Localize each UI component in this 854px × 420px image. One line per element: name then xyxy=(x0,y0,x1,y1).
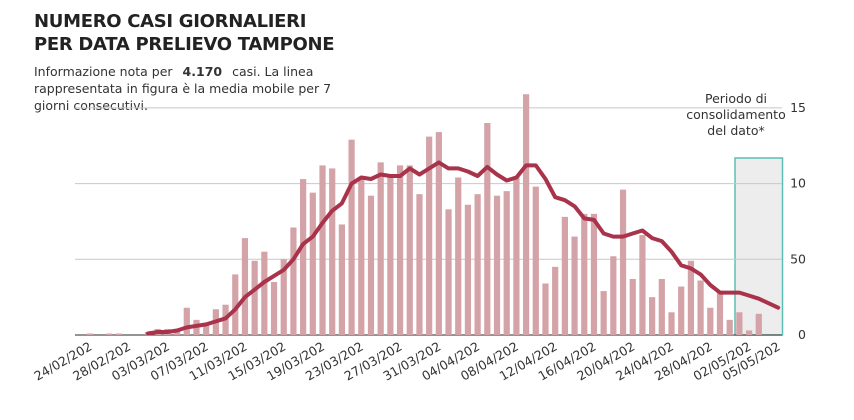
subtitle-text: casi. La linea rappresentata in figura è… xyxy=(34,64,332,113)
bar xyxy=(552,266,559,335)
bar xyxy=(232,274,239,335)
bar xyxy=(358,177,365,335)
bar xyxy=(493,195,501,335)
bar xyxy=(270,282,278,335)
bar xyxy=(716,291,724,335)
bar xyxy=(503,191,510,335)
bar xyxy=(745,330,753,335)
bar xyxy=(581,213,588,335)
y-tick-label: 15 xyxy=(790,100,806,115)
annotation-line: del dato* xyxy=(707,123,764,138)
bar xyxy=(173,330,181,335)
bar xyxy=(707,307,714,335)
bar xyxy=(726,319,733,335)
subtitle-text: Informazione nota per xyxy=(34,64,173,79)
bar xyxy=(474,194,481,335)
bar xyxy=(416,194,423,335)
bar xyxy=(377,162,384,335)
bar xyxy=(396,165,404,335)
bar xyxy=(387,177,394,335)
y-tick-label: 0 xyxy=(798,327,806,342)
bar xyxy=(309,192,316,335)
bar xyxy=(561,216,568,335)
bar xyxy=(290,227,297,335)
bar xyxy=(619,189,627,335)
bar xyxy=(300,179,307,335)
bar xyxy=(203,324,210,335)
bar xyxy=(687,260,695,335)
bar xyxy=(513,176,520,335)
bar xyxy=(426,136,433,335)
bar xyxy=(86,333,93,335)
moving-average-line xyxy=(146,160,781,336)
annotation: Periodo di consolidamento del dato* xyxy=(686,91,785,138)
bar xyxy=(251,260,258,335)
bar xyxy=(338,224,346,335)
bar xyxy=(697,280,704,335)
y-tick-label: 50 xyxy=(790,251,806,266)
bar xyxy=(629,278,636,335)
bar xyxy=(115,333,123,335)
case-count: 4.170 xyxy=(182,64,223,79)
bar xyxy=(445,209,452,335)
bar xyxy=(183,307,190,335)
bar xyxy=(678,286,685,335)
annotation-line: consolidamento xyxy=(686,107,785,122)
bar xyxy=(406,165,413,335)
bar xyxy=(610,256,617,335)
bar xyxy=(600,291,607,335)
bar xyxy=(106,333,113,335)
bar xyxy=(455,177,462,335)
title: NUMERO CASI GIORNALIERI PER DATA PRELIEVO… xyxy=(34,10,335,56)
bar xyxy=(639,235,646,335)
title-line: NUMERO CASI GIORNALIERI xyxy=(34,11,307,32)
bar xyxy=(464,204,472,335)
bar xyxy=(367,195,375,335)
bar xyxy=(435,132,442,335)
bar xyxy=(755,313,762,335)
bar xyxy=(280,259,287,335)
bar xyxy=(590,213,598,335)
bar xyxy=(329,168,336,335)
bar xyxy=(668,312,675,335)
annotation-line: Periodo di xyxy=(705,91,767,106)
bar xyxy=(261,251,268,335)
bar xyxy=(649,297,656,335)
y-tick-label: 10 xyxy=(790,176,806,191)
bar xyxy=(484,123,491,335)
bar xyxy=(348,139,355,335)
bar xyxy=(736,312,743,335)
bar xyxy=(658,278,665,335)
subtitle: Informazione nota per 4.170 casi. La lin… xyxy=(34,63,354,114)
bar xyxy=(319,165,326,335)
bar xyxy=(542,283,549,335)
bar xyxy=(532,186,539,335)
bar xyxy=(571,236,578,335)
title-line: PER DATA PRELIEVO TAMPONE xyxy=(34,34,335,55)
bar xyxy=(522,94,530,335)
bar xyxy=(241,238,249,335)
